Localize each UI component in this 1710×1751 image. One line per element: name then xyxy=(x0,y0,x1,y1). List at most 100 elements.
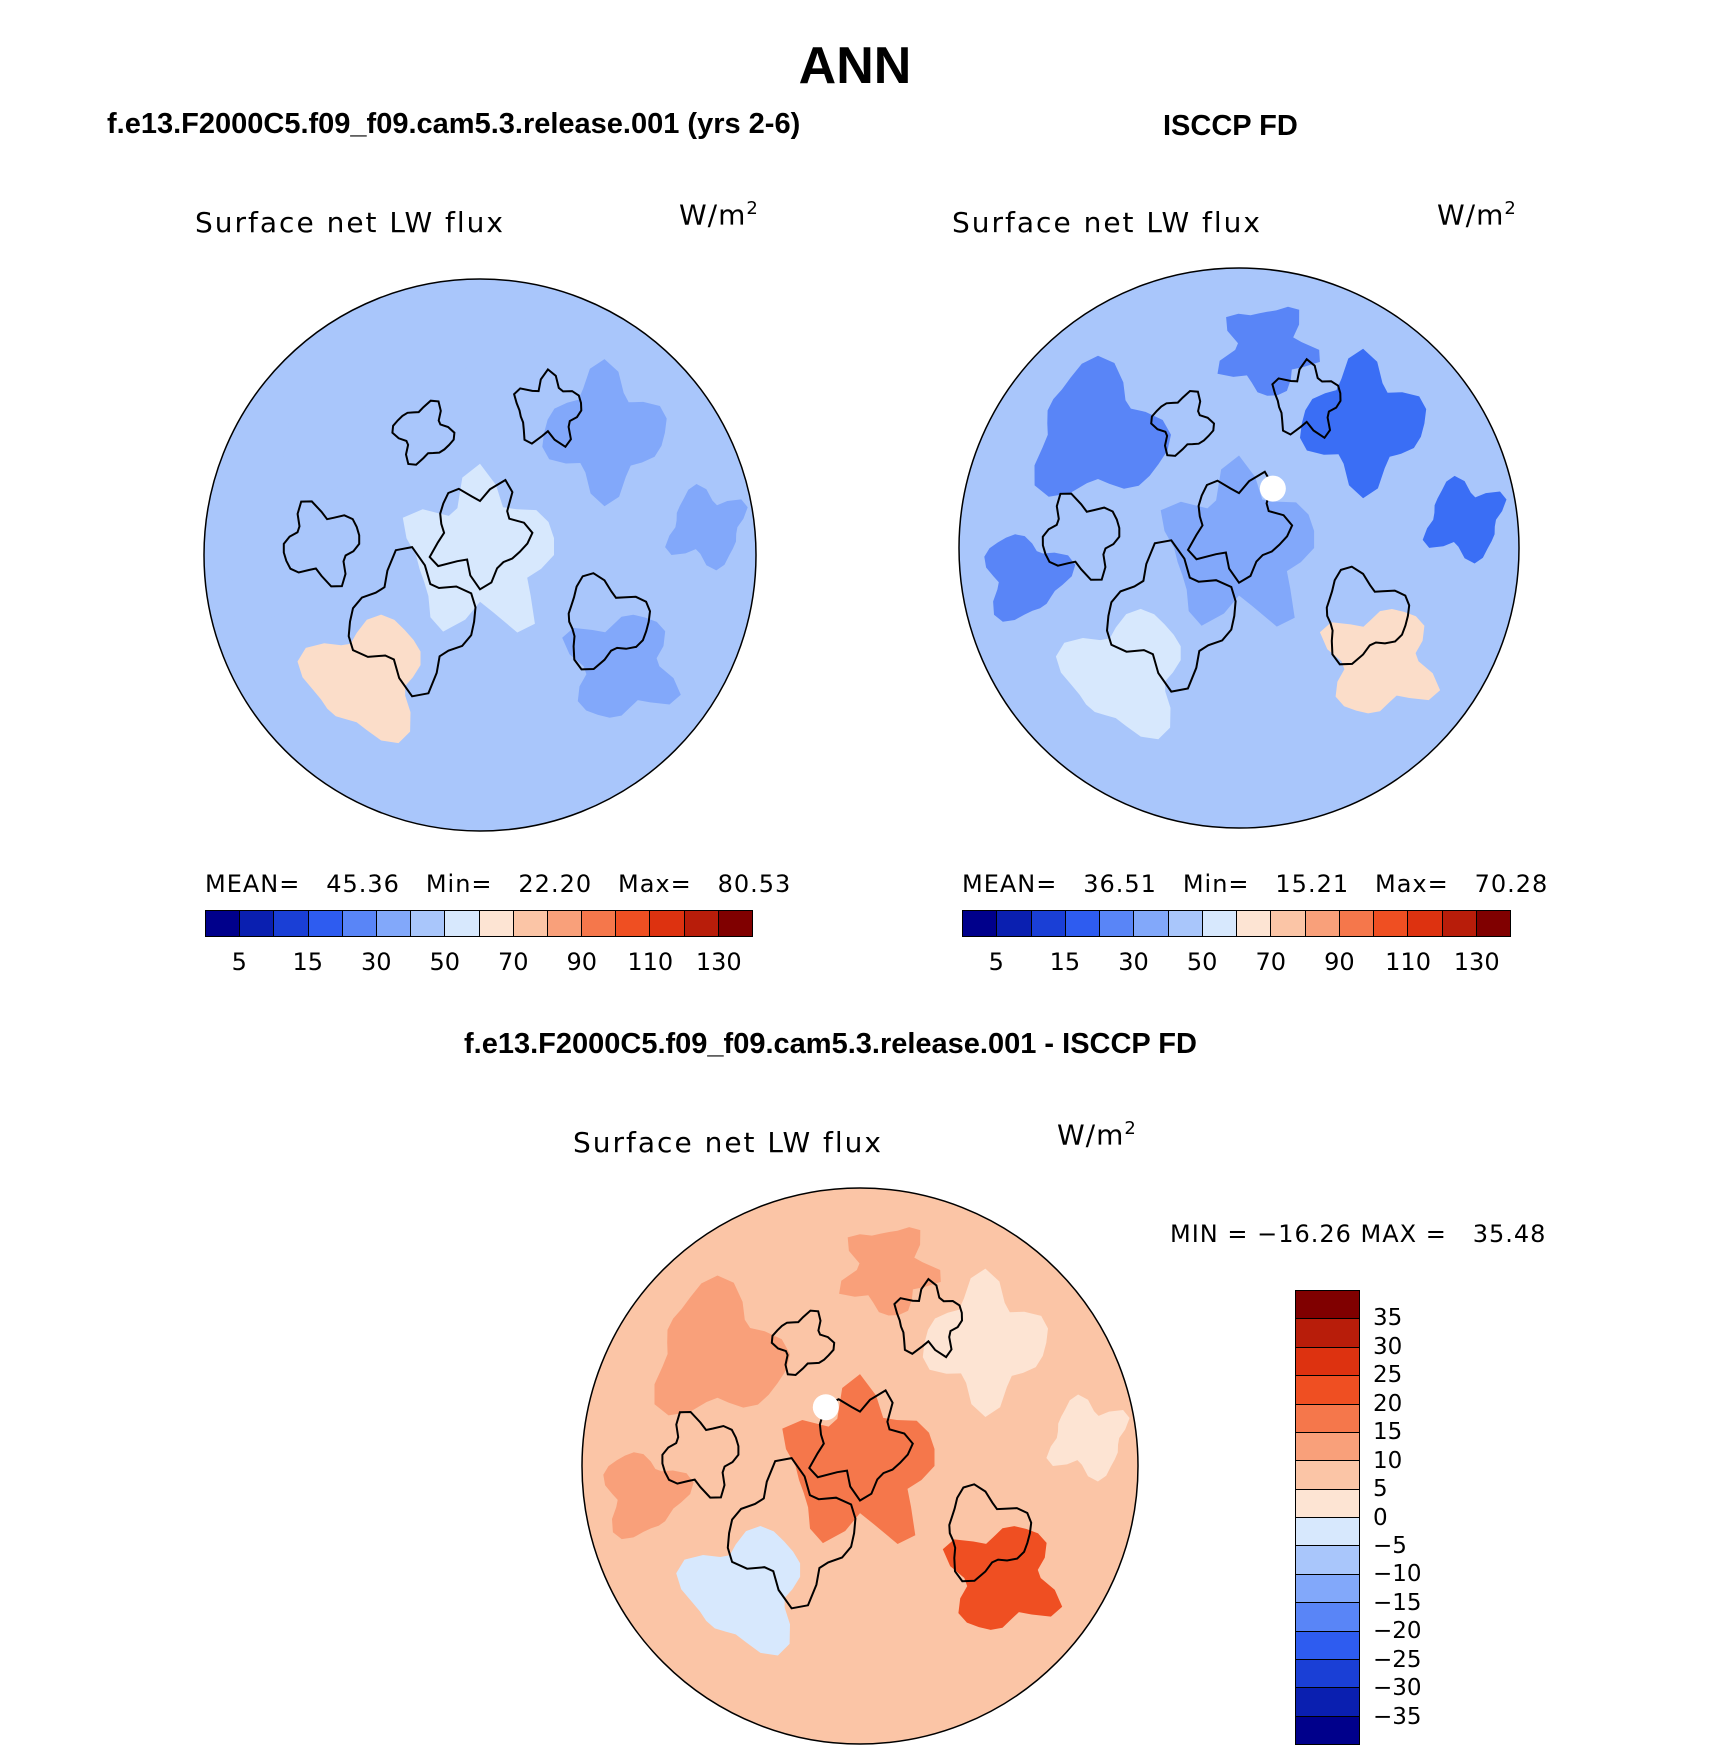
colorbar-level-label: −30 xyxy=(1373,1675,1422,1702)
colorbar-swatch xyxy=(342,911,377,936)
colorbar-swatch xyxy=(1296,1716,1359,1744)
colorbar-swatch xyxy=(1339,911,1374,936)
contour-region xyxy=(1300,348,1427,499)
colorbar-tick-label: 50 xyxy=(429,948,461,976)
colorbar-level-label: 5 xyxy=(1373,1476,1388,1503)
coastline xyxy=(1041,492,1121,581)
colorbar-tick-label: 90 xyxy=(1324,948,1355,976)
colorbar-level-label: 10 xyxy=(1373,1447,1403,1474)
map-border xyxy=(958,267,1520,829)
contour-region xyxy=(839,1227,941,1316)
coastline xyxy=(1186,470,1294,585)
colorbar-swatch xyxy=(582,911,617,936)
coastline xyxy=(282,500,361,588)
colorbar-swatch xyxy=(1305,911,1340,936)
colorbar-level-label: −35 xyxy=(1373,1703,1422,1730)
contour-region xyxy=(1055,608,1181,740)
colorbar-swatch xyxy=(684,911,719,936)
colorbar-swatch xyxy=(1296,1518,1359,1547)
panel-1-stats: MEAN= 45.36 Min= 22.20 Max= 80.53 xyxy=(205,870,792,898)
panel-1-polar-map xyxy=(203,278,757,832)
colorbar-swatch xyxy=(1296,1319,1359,1348)
coastline xyxy=(391,399,456,466)
coastline xyxy=(1105,539,1237,693)
coastline xyxy=(512,367,583,449)
colorbar-tick-label: 130 xyxy=(695,948,742,976)
colorbar-swatch xyxy=(616,911,651,936)
colorbar-swatch xyxy=(1202,911,1237,936)
colorbar-swatch xyxy=(1296,1347,1359,1377)
colorbar-swatch xyxy=(1100,911,1135,936)
contour-region xyxy=(1319,609,1441,714)
coastline xyxy=(948,1483,1033,1583)
missing-data-pole xyxy=(1259,475,1286,502)
diff-colorbar-labels: 35 30 25 20 15 10 5 0 −5 −10 −15 −20 −25 −30 −35 xyxy=(1373,1290,1493,1745)
contour-region xyxy=(275,365,411,505)
panel-1-colorbar-ticks: 5 15 30 50 70 90 110 130 xyxy=(205,948,753,978)
colorbar-tick-label: 30 xyxy=(1118,948,1149,976)
panel-2-unit: W/m2 xyxy=(1437,198,1517,232)
colorbar-swatch xyxy=(308,911,343,936)
contour-region xyxy=(942,1526,1063,1630)
colorbar-swatch xyxy=(1271,911,1306,936)
colorbar-swatch xyxy=(1408,911,1443,936)
colorbar-swatch xyxy=(206,911,241,936)
panel-2-polar-map xyxy=(958,267,1520,829)
colorbar-swatch xyxy=(963,911,998,936)
colorbar-tick-label: 70 xyxy=(497,948,529,976)
colorbar-tick-label: 90 xyxy=(566,948,598,976)
contour-region xyxy=(225,541,315,628)
colorbar-swatch xyxy=(274,911,309,936)
colorbar-swatch xyxy=(240,911,275,936)
colorbar-swatch xyxy=(1168,911,1203,936)
colorbar-swatch xyxy=(718,911,752,936)
colorbar-swatch xyxy=(1296,1404,1359,1433)
coastline xyxy=(808,1389,914,1502)
coastline xyxy=(428,478,534,591)
colorbar-level-label: 30 xyxy=(1373,1333,1403,1360)
colorbar-level-label: 35 xyxy=(1373,1305,1403,1332)
panel-1-subtitle: f.e13.F2000C5.f09_f09.cam5.3.release.001… xyxy=(107,108,801,140)
coastline xyxy=(1271,357,1342,440)
diff-subtitle: f.e13.F2000C5.f09_f09.cam5.3.release.001… xyxy=(464,1028,1197,1060)
colorbar-swatch xyxy=(1134,911,1169,936)
colorbar-swatch xyxy=(1296,1603,1359,1632)
contour-region xyxy=(676,1526,801,1656)
coastline xyxy=(347,545,477,698)
colorbar-swatch xyxy=(547,911,583,936)
panel-1-colorbar xyxy=(205,910,753,937)
colorbar-swatch xyxy=(1296,1432,1359,1462)
colorbar-swatch xyxy=(1296,1574,1359,1604)
contour-region xyxy=(603,1452,694,1540)
colorbar-swatch xyxy=(1442,911,1477,936)
contour-region xyxy=(782,1374,935,1544)
map-border xyxy=(203,278,757,832)
colorbar-swatch xyxy=(1296,1631,1359,1660)
colorbar-swatch xyxy=(1296,1489,1359,1518)
missing-data-pole xyxy=(812,1394,839,1421)
colorbar-tick-label: 5 xyxy=(231,948,247,976)
colorbar-tick-label: 130 xyxy=(1453,948,1500,976)
contour-region xyxy=(459,317,561,406)
contour-region xyxy=(1034,355,1171,497)
contour-region xyxy=(984,534,1076,622)
colorbar-swatch xyxy=(445,911,480,936)
diff-colorbar xyxy=(1295,1290,1360,1745)
colorbar-level-label: 25 xyxy=(1373,1362,1403,1389)
colorbar-swatch xyxy=(1296,1688,1359,1717)
colorbar-level-label: 20 xyxy=(1373,1390,1403,1417)
panel-1-unit: W/m2 xyxy=(679,198,759,232)
contour-region xyxy=(1046,1394,1130,1482)
contour-region xyxy=(297,614,421,744)
contour-region xyxy=(654,1275,790,1416)
colorbar-swatch xyxy=(1031,911,1066,936)
page-title: ANN xyxy=(798,37,912,95)
colorbar-swatch xyxy=(1296,1376,1359,1405)
colorbar-swatch xyxy=(1237,911,1272,936)
colorbar-swatch xyxy=(1065,911,1100,936)
colorbar-swatch xyxy=(1374,911,1409,936)
colorbar-swatch xyxy=(513,911,548,936)
colorbar-tick-label: 30 xyxy=(360,948,392,976)
contour-region xyxy=(1160,455,1315,627)
coastline xyxy=(726,1457,857,1610)
